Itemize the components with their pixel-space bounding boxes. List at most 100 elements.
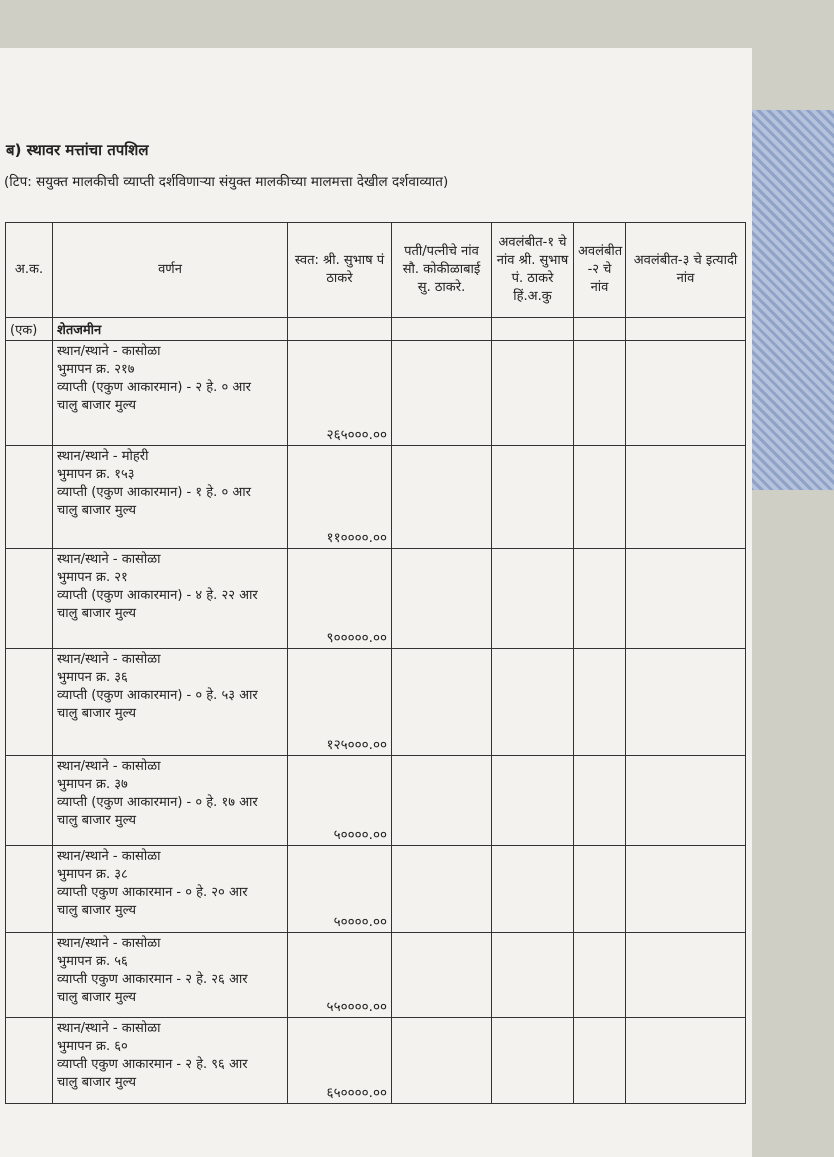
empty-cell: [391, 548, 492, 649]
description-line: चालु बाजार मुल्य: [57, 1075, 137, 1090]
market-value: ५००००.००: [287, 755, 392, 846]
empty-cell: [5, 755, 53, 846]
column-header: अवलंबीत-३ चे इत्यादी नांव: [625, 222, 746, 318]
description-line: व्याप्ती एकुण आकारमान - ० हे. २० आर: [57, 885, 248, 900]
empty-cell: [5, 845, 53, 933]
empty-cell: [573, 340, 626, 446]
empty-cell: [573, 755, 626, 846]
asset-row: स्थान/स्थाने - कासोळा भुमापन क्र. ५६ व्याप…: [5, 932, 746, 1018]
description-line: स्थान/स्थाने - कासोळा: [57, 849, 161, 864]
column-header: अवलंबीत -२ चे नांव: [573, 222, 626, 318]
asset-row: स्थान/स्थाने - कासोळा भुमापन क्र. ३७ व्याप…: [5, 755, 746, 846]
description-line: चालु बाजार मुल्य: [57, 503, 137, 518]
description-line: स्थान/स्थाने - मोहरी: [57, 449, 149, 464]
asset-row: स्थान/स्थाने - कासोळा भुमापन क्र. २१७ व्या…: [5, 340, 746, 446]
description-line: भुमापन क्र. ३७: [57, 777, 128, 792]
empty-cell: [625, 845, 746, 933]
description: स्थान/स्थाने - कासोळा भुमापन क्र. ५६ व्याप…: [52, 932, 288, 1018]
description: स्थान/स्थाने - कासोळा भुमापन क्र. ३८ व्याप…: [52, 845, 288, 933]
empty-cell: [491, 932, 574, 1018]
empty-cell: [625, 932, 746, 1018]
section-row: (एक) शेतजमीन: [5, 317, 746, 341]
empty-cell: [391, 648, 492, 756]
empty-cell: [491, 755, 574, 846]
market-value: ९०००००.००: [287, 548, 392, 649]
description-line: भुमापन क्र. ६०: [57, 1039, 128, 1054]
market-value: १२५०००.००: [287, 648, 392, 756]
empty-cell: [5, 548, 53, 649]
empty-cell: [391, 932, 492, 1018]
empty-cell: [625, 340, 746, 446]
description: स्थान/स्थाने - कासोळा भुमापन क्र. २१ व्याप…: [52, 548, 288, 649]
asset-row: स्थान/स्थाने - कासोळा भुमापन क्र. ३६ व्याप…: [5, 648, 746, 756]
empty-cell: [573, 445, 626, 549]
description-line: भुमापन क्र. २१: [57, 570, 128, 585]
empty-cell: [573, 932, 626, 1018]
description-line: चालु बाजार मुल्य: [57, 398, 137, 413]
description: स्थान/स्थाने - मोहरी भुमापन क्र. १५३ व्याप…: [52, 445, 288, 549]
description-line: चालु बाजार मुल्य: [57, 606, 137, 621]
section-number: (एक): [5, 317, 53, 341]
empty-cell: [491, 1017, 574, 1104]
description-line: भुमापन क्र. १५३: [57, 467, 135, 482]
section-name: शेतजमीन: [52, 317, 288, 341]
empty-cell: [491, 548, 574, 649]
description-line: भुमापन क्र. ३६: [57, 670, 128, 685]
section-marker: ब): [6, 141, 22, 159]
empty-cell: [573, 845, 626, 933]
asset-row: स्थान/स्थाने - मोहरी भुमापन क्र. १५३ व्याप…: [5, 445, 746, 549]
description-line: स्थान/स्थाने - कासोळा: [57, 936, 161, 951]
empty-cell: [573, 317, 626, 341]
empty-cell: [491, 648, 574, 756]
description-line: भुमापन क्र. ३८: [57, 867, 128, 882]
description-line: व्याप्ती (एकुण आकारमान) - ० हे. १७ आर: [57, 795, 258, 810]
empty-cell: [625, 755, 746, 846]
section-title: स्थावर मत्तांचा तपशिल: [26, 141, 149, 159]
description: स्थान/स्थाने - कासोळा भुमापन क्र. ६० व्याप…: [52, 1017, 288, 1104]
description-line: व्याप्ती एकुण आकारमान - २ हे. २६ आर: [57, 972, 248, 987]
description: स्थान/स्थाने - कासोळा भुमापन क्र. २१७ व्या…: [52, 340, 288, 446]
description-line: स्थान/स्थाने - कासोळा: [57, 552, 161, 567]
description-line: स्थान/स्थाने - कासोळा: [57, 344, 161, 359]
empty-cell: [573, 1017, 626, 1104]
empty-cell: [5, 340, 53, 446]
empty-cell: [5, 1017, 53, 1104]
empty-cell: [625, 317, 746, 341]
empty-cell: [391, 340, 492, 446]
description-line: स्थान/स्थाने - कासोळा: [57, 759, 161, 774]
description-line: व्याप्ती (एकुण आकारमान) - १ हे. ० आर: [57, 485, 251, 500]
description-line: स्थान/स्थाने - कासोळा: [57, 1021, 161, 1036]
asset-row: स्थान/स्थाने - कासोळा भुमापन क्र. ६० व्याप…: [5, 1017, 746, 1104]
header-row: अ.क. वर्णन स्वत: श्री. सुभाष पं ठाकरे पती/प…: [5, 222, 746, 318]
empty-cell: [491, 317, 574, 341]
market-value: २६५०००.००: [287, 340, 392, 446]
empty-cell: [491, 340, 574, 446]
empty-cell: [625, 548, 746, 649]
background-paper: [740, 110, 834, 490]
description-line: चालु बाजार मुल्य: [57, 990, 137, 1005]
description-line: भुमापन क्र. ५६: [57, 954, 128, 969]
market-value: ६५००००.००: [287, 1017, 392, 1104]
description-line: व्याप्ती एकुण आकारमान - २ हे. ९६ आर: [57, 1057, 248, 1072]
empty-cell: [391, 1017, 492, 1104]
column-header: पती/पत्नीचे नांव सौ. कोकीळाबाई सु. ठाकरे…: [391, 222, 492, 318]
description-line: चालु बाजार मुल्य: [57, 813, 137, 828]
column-header: अ.क.: [5, 222, 53, 318]
empty-cell: [287, 317, 392, 341]
empty-cell: [391, 845, 492, 933]
description-line: स्थान/स्थाने - कासोळा: [57, 652, 161, 667]
market-value: ५५००००.००: [287, 932, 392, 1018]
table-body: (एक) शेतजमीन स्थान/स्थाने - कासोळा भुमापन क…: [5, 317, 746, 1104]
description: स्थान/स्थाने - कासोळा भुमापन क्र. ३६ व्याप…: [52, 648, 288, 756]
empty-cell: [5, 648, 53, 756]
empty-cell: [573, 548, 626, 649]
empty-cell: [391, 445, 492, 549]
description-line: व्याप्ती (एकुण आकारमान) - ४ हे. २२ आर: [57, 588, 258, 603]
asset-table: अ.क. वर्णन स्वत: श्री. सुभाष पं ठाकरे पती/प…: [5, 222, 746, 1104]
empty-cell: [625, 1017, 746, 1104]
column-header: स्वत: श्री. सुभाष पं ठाकरे: [287, 222, 392, 318]
description-line: चालु बाजार मुल्य: [57, 706, 137, 721]
empty-cell: [491, 845, 574, 933]
note: (टिप: सयुक्त मालकीची व्याप्ती दर्शविणाऱ्…: [4, 174, 449, 190]
